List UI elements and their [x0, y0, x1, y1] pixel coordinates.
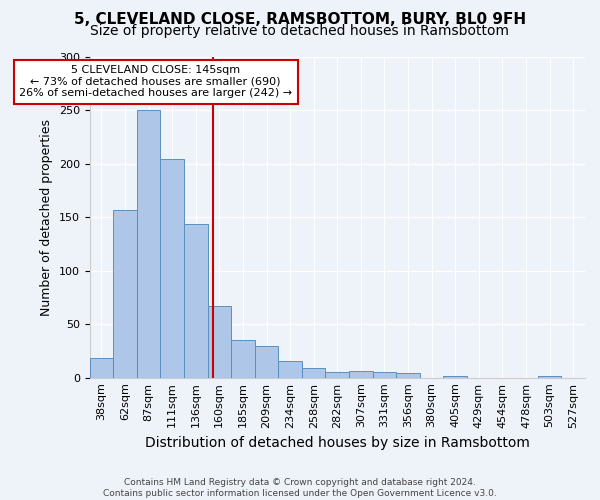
- Text: 5 CLEVELAND CLOSE: 145sqm
← 73% of detached houses are smaller (690)
26% of semi: 5 CLEVELAND CLOSE: 145sqm ← 73% of detac…: [19, 65, 292, 98]
- Bar: [113, 210, 137, 378]
- Bar: [538, 376, 562, 378]
- Bar: [160, 160, 184, 378]
- Bar: [325, 372, 349, 378]
- Bar: [349, 372, 373, 378]
- Bar: [255, 346, 278, 378]
- Bar: [184, 224, 208, 378]
- Bar: [89, 358, 113, 378]
- Y-axis label: Number of detached properties: Number of detached properties: [40, 118, 53, 316]
- Text: Contains HM Land Registry data © Crown copyright and database right 2024.
Contai: Contains HM Land Registry data © Crown c…: [103, 478, 497, 498]
- Bar: [278, 360, 302, 378]
- X-axis label: Distribution of detached houses by size in Ramsbottom: Distribution of detached houses by size …: [145, 436, 530, 450]
- Bar: [208, 306, 231, 378]
- Text: 5, CLEVELAND CLOSE, RAMSBOTTOM, BURY, BL0 9FH: 5, CLEVELAND CLOSE, RAMSBOTTOM, BURY, BL…: [74, 12, 526, 26]
- Text: Size of property relative to detached houses in Ramsbottom: Size of property relative to detached ho…: [91, 24, 509, 38]
- Bar: [137, 110, 160, 378]
- Bar: [396, 374, 420, 378]
- Bar: [302, 368, 325, 378]
- Bar: [231, 340, 255, 378]
- Bar: [443, 376, 467, 378]
- Bar: [373, 372, 396, 378]
